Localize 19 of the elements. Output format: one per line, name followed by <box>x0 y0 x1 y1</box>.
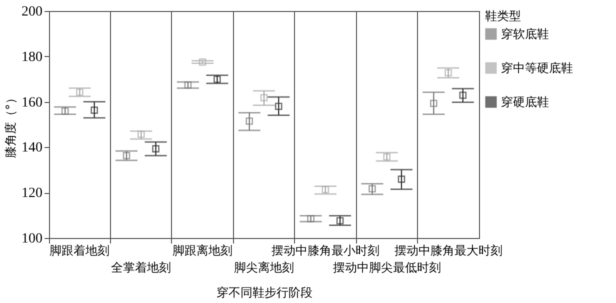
x-tick-label: 脚跟离地刻 <box>172 244 233 258</box>
legend-label: 穿硬底鞋 <box>501 95 549 109</box>
x-tick-label: 脚尖离地刻 <box>234 260 294 274</box>
y-tick-label: 100 <box>22 232 42 246</box>
x-tick-label: 摆动中膝角最大时刻 <box>394 244 502 258</box>
legend-title: 鞋类型 <box>485 9 521 23</box>
y-tick-label: 200 <box>22 4 42 20</box>
legend-label: 穿软底鞋 <box>501 27 549 41</box>
y-tick-label: 160 <box>22 95 42 110</box>
y-tick-label: 120 <box>22 186 42 202</box>
x-tick-label: 全掌着地刻 <box>111 260 172 274</box>
x-tick-label: 脚跟着地刻 <box>50 244 110 258</box>
y-tick-label: 180 <box>22 50 42 65</box>
x-axis-title: 穿不同鞋步行阶段 <box>216 286 312 300</box>
y-axis-title: 膝角度（°） <box>4 92 18 158</box>
y-tick-label: 140 <box>22 140 42 156</box>
x-tick-label: 摆动中脚尖最低时刻 <box>332 260 441 274</box>
legend-label: 穿中等硬底鞋 <box>501 61 573 75</box>
x-tick-label: 摆动中膝角最小时刻 <box>271 244 380 258</box>
